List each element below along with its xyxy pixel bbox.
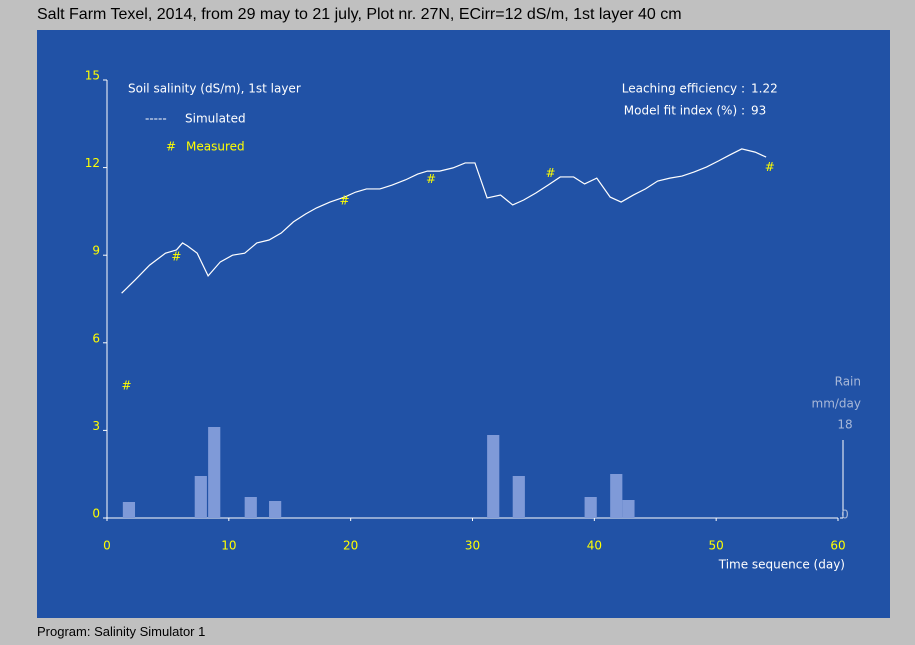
y2-tick-label: 18: [837, 418, 852, 432]
y-tick-label: 9: [92, 244, 100, 258]
footer: Program: Salinity Simulator 1: [37, 624, 206, 639]
measured-point: #: [426, 172, 436, 186]
chart-panel: [37, 30, 890, 618]
x-tick-label: 40: [587, 539, 602, 553]
y-tick-label: 3: [92, 419, 100, 433]
annotation-label: Leaching efficiency :: [622, 82, 745, 96]
measured-point: #: [765, 160, 775, 174]
x-axis-label: Time sequence (day): [718, 558, 845, 572]
x-tick-label: 10: [221, 539, 236, 553]
x-tick-label: 60: [830, 539, 845, 553]
rain-bar: [610, 474, 623, 518]
x-tick-label: 20: [343, 539, 358, 553]
y2-tick-label: 0: [841, 508, 849, 522]
rain-bar: [487, 435, 500, 518]
measured-point: #: [340, 193, 350, 207]
y-tick-label: 15: [85, 69, 100, 83]
measured-point: #: [171, 249, 181, 263]
legend-label: Measured: [186, 140, 245, 154]
y2-axis-label: Rain: [835, 375, 861, 389]
rain-bar: [208, 427, 221, 518]
x-tick-label: 50: [709, 539, 724, 553]
x-tick-label: 0: [103, 539, 111, 553]
rain-bar: [512, 476, 525, 518]
rain-bar: [622, 500, 635, 518]
legend-marker: -----: [145, 112, 167, 126]
annotation-value: 93: [751, 104, 766, 118]
measured-point: #: [121, 379, 131, 393]
legend-marker: #: [166, 140, 176, 154]
rain-bar: [584, 497, 597, 518]
legend-label: Simulated: [185, 112, 246, 126]
window-title: Salt Farm Texel, 2014, from 29 may to 21…: [37, 6, 682, 23]
annotation-label: Model fit index (%) :: [624, 104, 745, 118]
rain-bar: [244, 497, 257, 518]
measured-point: #: [545, 166, 555, 180]
rain-bar: [122, 502, 136, 518]
annotation-value: 1.22: [751, 82, 778, 96]
y-tick-label: 12: [85, 156, 100, 170]
x-tick-label: 30: [465, 539, 480, 553]
simulated-line: [121, 148, 767, 294]
legend-title: Soil salinity (dS/m), 1st layer: [128, 82, 301, 96]
rain-bar: [194, 476, 207, 518]
y-tick-label: 6: [92, 331, 100, 345]
y2-axis-label: mm/day: [812, 397, 862, 411]
y-tick-label: 0: [92, 507, 100, 521]
rain-bar: [269, 501, 282, 518]
